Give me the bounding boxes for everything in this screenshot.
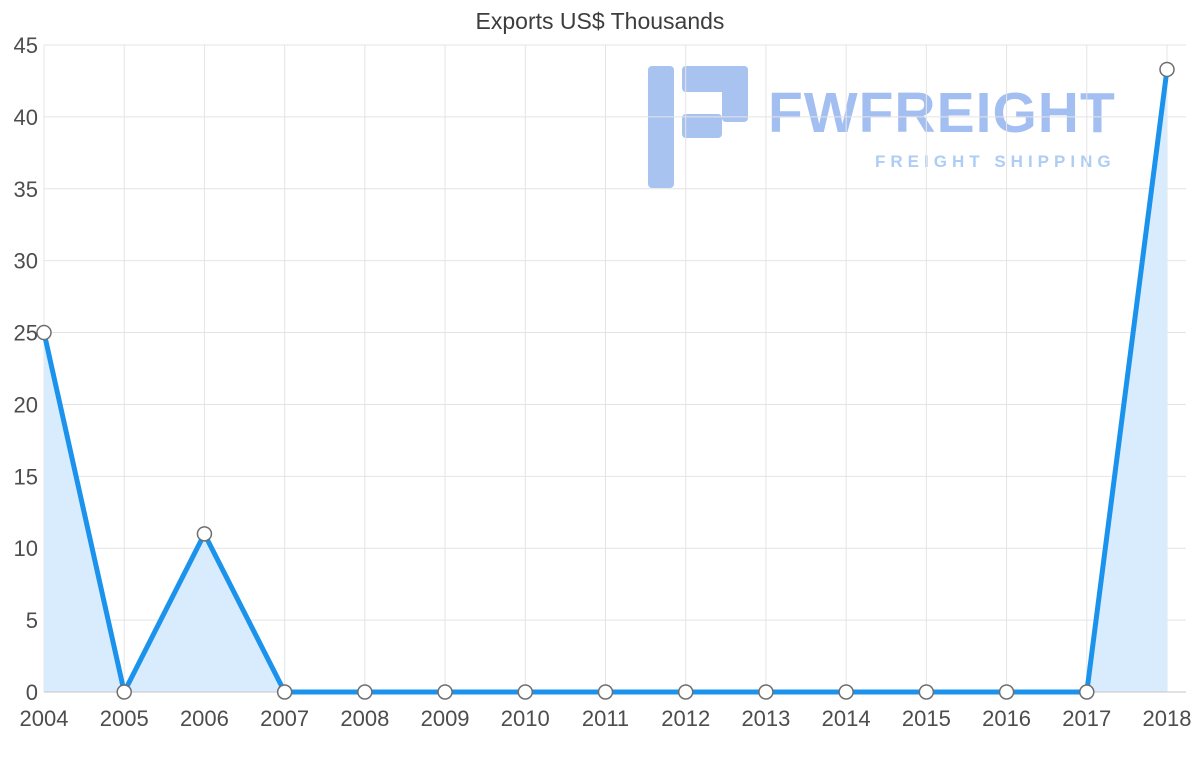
data-point-marker [36,324,52,341]
x-axis-label: 2004 [20,706,69,731]
data-point-marker [597,684,614,700]
data-point-marker [677,684,694,700]
watermark-brand-text: FWFREIGHT [768,81,1116,145]
data-point-marker [1159,61,1175,78]
x-axis-label: 2015 [902,706,951,731]
data-point-marker [276,684,293,700]
y-axis-label: 25 [14,321,38,346]
x-axis-label: 2006 [180,706,229,731]
y-axis-label: 5 [26,608,38,633]
x-axis-label: 2011 [582,706,629,731]
x-axis-label: 2016 [982,706,1031,731]
data-point-marker [357,684,373,700]
watermark-tagline: FREIGHT SHIPPING [875,151,1116,171]
data-point-marker [517,684,534,700]
y-axis-label: 30 [14,249,38,274]
x-axis-label: 2005 [100,706,149,731]
watermark: FWFREIGHT FREIGHT SHIPPING [648,66,1116,188]
x-axis-label: 2010 [501,706,550,731]
chart-title: Exports US$ Thousands [475,8,725,34]
y-axis-label: 40 [14,105,38,130]
data-point-marker [998,684,1015,700]
x-axis-label: 2018 [1143,706,1192,731]
x-axis-label: 2012 [661,706,710,731]
data-point-marker [758,684,774,700]
y-axis-label: 10 [14,536,38,561]
x-axis-label: 2009 [421,706,470,731]
data-point-marker [437,684,453,700]
data-point-marker [196,526,213,542]
data-point-marker [838,684,854,700]
watermark-logo-icon [648,66,748,188]
x-axis-label: 2007 [260,706,309,731]
y-axis-label: 15 [14,464,38,489]
x-axis-label: 2013 [741,706,790,731]
y-axis-label: 0 [26,680,38,705]
x-axis-label: 2008 [340,706,389,731]
y-axis-label: 35 [14,177,38,202]
y-axis-label: 20 [14,392,38,417]
watermark-text-block: FWFREIGHT FREIGHT SHIPPING [768,66,1116,172]
y-axis-label: 45 [14,33,38,58]
data-point-marker [116,684,132,700]
data-point-marker [918,684,935,700]
x-axis-label: 2017 [1062,706,1111,731]
data-point-marker [1079,684,1095,700]
x-axis-label: 2014 [822,706,871,731]
